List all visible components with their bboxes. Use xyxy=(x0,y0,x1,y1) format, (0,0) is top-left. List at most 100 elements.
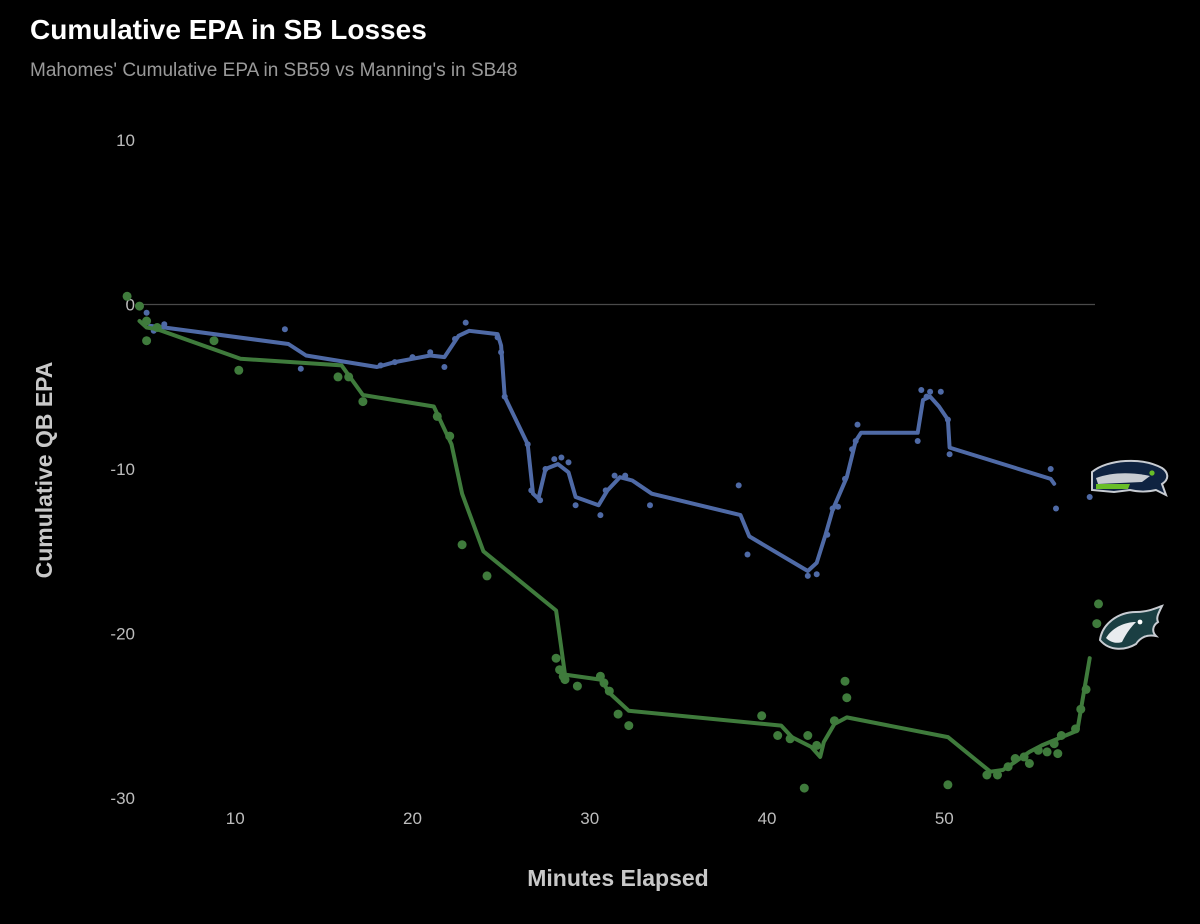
series-line xyxy=(148,323,1057,573)
data-point xyxy=(647,502,653,509)
data-point xyxy=(813,571,820,578)
data-point xyxy=(572,502,579,509)
data-point xyxy=(565,459,572,466)
data-point xyxy=(462,319,469,326)
data-point xyxy=(944,416,951,423)
data-point xyxy=(135,301,144,311)
data-point xyxy=(1033,745,1043,755)
data-point xyxy=(842,475,848,482)
data-point xyxy=(432,411,442,421)
data-point xyxy=(1003,762,1013,772)
data-point xyxy=(482,571,492,581)
data-point xyxy=(358,397,368,407)
data-point xyxy=(1086,494,1093,500)
data-point xyxy=(914,438,921,444)
data-point xyxy=(595,671,605,681)
data-point xyxy=(560,675,570,685)
data-point xyxy=(143,309,150,316)
data-point xyxy=(918,387,925,393)
data-point xyxy=(441,364,448,370)
x-axis-ticks: 10 20 30 40 50 xyxy=(226,809,954,828)
data-point xyxy=(923,393,930,400)
data-point xyxy=(1019,752,1029,762)
data-point xyxy=(409,354,416,361)
data-point xyxy=(852,438,859,444)
data-point xyxy=(501,393,508,400)
data-point xyxy=(1010,754,1020,763)
data-point xyxy=(1094,599,1103,609)
data-point xyxy=(803,731,813,740)
data-point xyxy=(555,665,565,675)
data-point xyxy=(1056,731,1066,740)
data-point xyxy=(558,454,565,461)
data-point xyxy=(624,721,634,731)
data-point xyxy=(927,388,934,395)
data-point xyxy=(457,540,467,550)
y-axis-ticks: 10 0 -10 -20 -30 xyxy=(110,131,135,808)
data-point xyxy=(344,372,354,382)
y-tick-label: -30 xyxy=(110,789,135,808)
data-point xyxy=(993,770,1002,780)
seahawks-logo xyxy=(1091,459,1169,498)
data-point xyxy=(804,572,811,579)
data-point xyxy=(829,505,836,512)
data-point xyxy=(840,676,850,686)
data-point xyxy=(735,482,742,489)
data-point xyxy=(611,472,618,479)
x-tick-label: 10 xyxy=(226,809,245,828)
data-point xyxy=(757,711,767,721)
series-1 xyxy=(122,291,1103,793)
data-point xyxy=(542,466,549,472)
data-point xyxy=(498,349,505,356)
data-point xyxy=(785,734,795,744)
data-point xyxy=(122,291,132,301)
data-point xyxy=(1024,759,1034,768)
x-tick-label: 30 xyxy=(580,809,599,828)
data-point xyxy=(1053,749,1063,759)
data-point xyxy=(943,780,953,790)
data-point xyxy=(622,472,629,479)
x-axis-title: Minutes Elapsed xyxy=(527,865,708,891)
data-point xyxy=(234,365,244,375)
chart-subtitle: Mahomes' Cumulative EPA in SB59 vs Manni… xyxy=(30,60,518,81)
data-point xyxy=(142,336,152,346)
data-point xyxy=(452,336,458,342)
data-point xyxy=(1071,724,1080,734)
data-point xyxy=(849,446,856,453)
data-point xyxy=(537,497,544,504)
data-point xyxy=(161,321,168,328)
y-tick-label: -20 xyxy=(110,625,135,644)
data-point xyxy=(333,372,343,382)
data-point xyxy=(494,334,501,341)
data-point xyxy=(613,709,623,719)
data-point xyxy=(799,783,809,793)
data-point xyxy=(597,512,604,519)
data-point xyxy=(297,365,304,372)
data-point xyxy=(744,551,751,558)
series-layer xyxy=(122,291,1103,793)
data-point xyxy=(842,693,852,703)
eagles-logo xyxy=(1098,604,1164,650)
data-point xyxy=(946,451,953,458)
series-0 xyxy=(143,309,1093,579)
data-point xyxy=(142,316,152,326)
data-point xyxy=(773,731,783,740)
data-point xyxy=(551,653,561,663)
data-point xyxy=(427,349,434,356)
y-tick-label: 0 xyxy=(126,296,135,315)
y-axis-title: Cumulative QB EPA xyxy=(31,362,57,579)
data-point xyxy=(1081,684,1091,694)
data-point xyxy=(812,740,822,750)
data-point xyxy=(604,686,614,696)
data-point xyxy=(152,323,162,332)
data-point xyxy=(602,487,609,494)
series-line xyxy=(137,319,1092,774)
x-tick-label: 20 xyxy=(403,809,422,828)
data-point xyxy=(377,362,384,369)
y-tick-label: -10 xyxy=(110,460,135,479)
data-point xyxy=(824,531,831,538)
data-point xyxy=(572,681,582,691)
data-point xyxy=(1049,739,1059,749)
data-point xyxy=(209,336,219,346)
